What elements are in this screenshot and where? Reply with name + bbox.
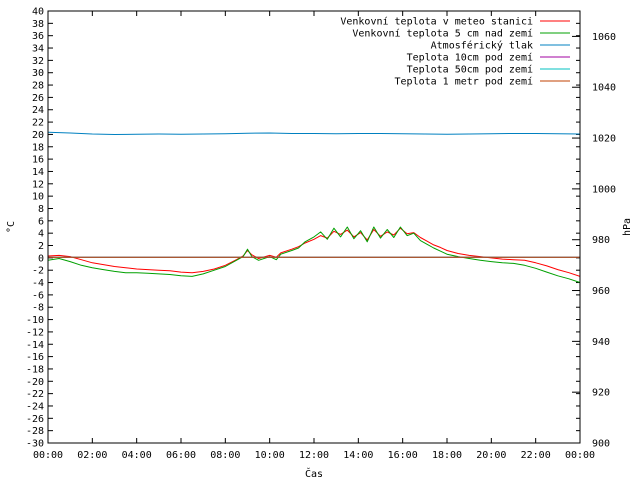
y-tick-label: -24 [26,401,44,412]
x-tick-label: 18:00 [432,450,462,461]
x-tick-label: 00:00 [565,450,595,461]
y-tick-label: -30 [26,439,44,450]
y2-tick-label: 980 [592,235,610,246]
y2-tick-label: 1020 [592,134,616,145]
x-tick-label: 10:00 [255,450,285,461]
y-tick-label: 6 [38,216,44,227]
y2-tick-label: 920 [592,388,610,399]
axis-ticks: 4038363432302826242220181614121086420-2-… [26,7,616,462]
legend-label-1: Venkovní teplota v meteo stanici [340,16,533,28]
x-tick-label: 20:00 [476,450,506,461]
legend-label-6: Teplota 1 metr pod zemí [395,76,533,88]
y2-tick-label: 940 [592,337,610,348]
y-tick-label: 0 [38,253,44,264]
y-tick-label: 20 [32,130,44,141]
y-tick-label: 4 [38,229,44,240]
y2-axis-label: hPa [622,218,633,236]
legend-label-3: Atmosférický tlak [431,40,533,52]
y-tick-label: 40 [32,7,44,18]
x-axis-label: Čas [305,467,323,480]
y-tick-label: -22 [26,389,44,400]
y-axis-label: °C [6,221,17,233]
y-tick-label: -16 [26,352,44,363]
x-tick-label: 00:00 [33,450,63,461]
y-tick-label: -18 [26,364,44,375]
y-tick-label: 16 [32,155,44,166]
y2-tick-label: 1060 [592,32,616,43]
y-tick-label: 28 [32,81,44,92]
y-tick-label: -6 [32,290,44,301]
y-tick-label: -14 [26,340,44,351]
y-tick-label: 30 [32,68,44,79]
y-tick-label: 32 [32,56,44,67]
x-tick-label: 16:00 [388,450,418,461]
legend: Venkovní teplota v meteo staniciVenkovní… [340,16,570,88]
y-tick-label: 14 [32,167,44,178]
y-tick-label: -8 [32,303,44,314]
y-tick-label: 18 [32,142,44,153]
series-line-3 [47,131,581,135]
y-tick-label: -26 [26,414,44,425]
x-tick-label: 12:00 [299,450,329,461]
y-tick-label: -20 [26,377,44,388]
y-tick-label: -12 [26,327,44,338]
y-tick-label: 2 [38,241,44,252]
x-tick-label: 04:00 [122,450,152,461]
plot-area-frame [47,10,581,444]
y-tick-label: 22 [32,118,44,129]
x-tick-label: 22:00 [521,450,551,461]
y-tick-label: 10 [32,192,44,203]
x-tick-label: 02:00 [77,450,107,461]
legend-label-5: Teplota 50cm pod zemí [407,64,533,76]
x-tick-label: 08:00 [210,450,240,461]
y-tick-label: 8 [38,204,44,215]
y-tick-label: -2 [32,266,44,277]
y2-tick-label: 960 [592,286,610,297]
y-tick-label: 38 [32,19,44,30]
y-tick-label: 36 [32,31,44,42]
series-line-2 [47,226,581,283]
y-tick-label: 24 [32,105,44,116]
y2-tick-label: 1000 [592,184,616,195]
x-tick-label: 14:00 [343,450,373,461]
y-tick-label: 26 [32,93,44,104]
y2-tick-label: 900 [592,439,610,450]
legend-label-2: Venkovní teplota 5 cm nad zemí [352,28,533,40]
series-line-1 [47,227,581,277]
series-lines [47,131,581,283]
y-tick-label: -10 [26,315,44,326]
y-tick-label: -4 [32,278,44,289]
y-tick-label: 12 [32,179,44,190]
y2-tick-label: 1040 [592,83,616,94]
x-tick-label: 06:00 [166,450,196,461]
y-tick-label: 34 [32,44,44,55]
y-tick-label: -28 [26,426,44,437]
legend-label-4: Teplota 10cm pod zemí [407,52,533,64]
